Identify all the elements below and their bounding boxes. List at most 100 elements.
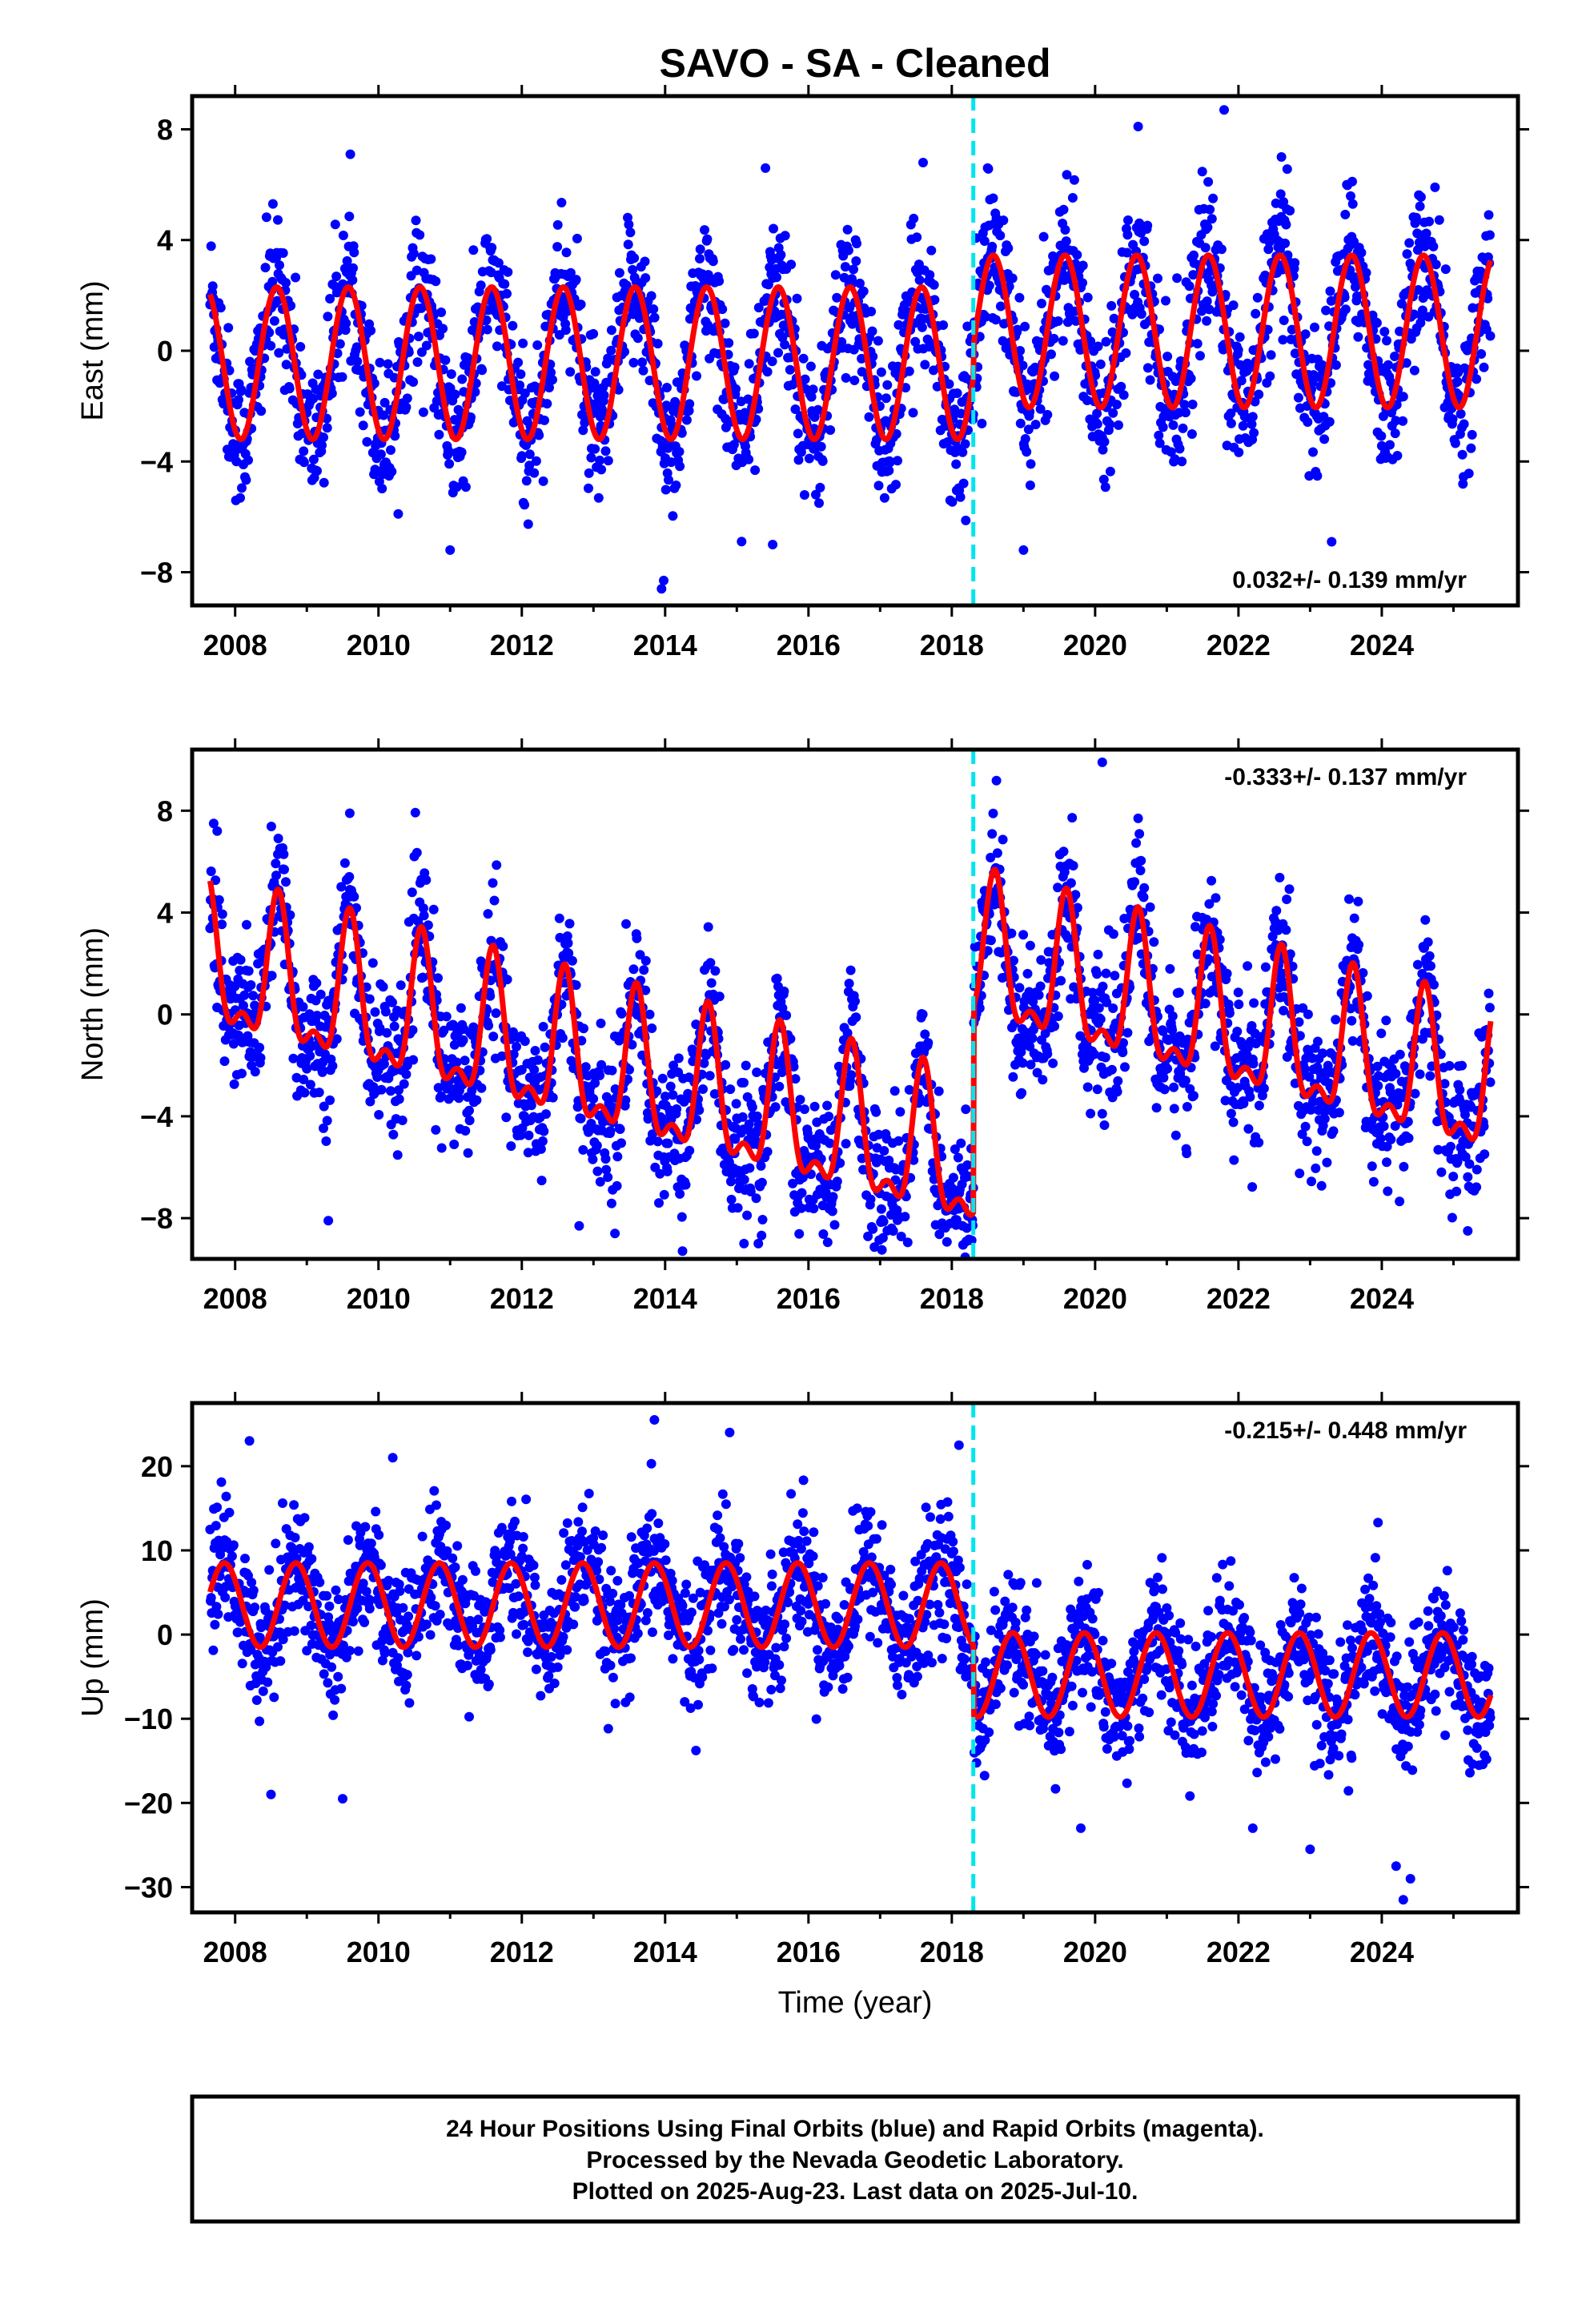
- east-point: [531, 456, 541, 466]
- north-point: [530, 1046, 540, 1055]
- north-point: [472, 1095, 482, 1105]
- north-x-tick-label: 2020: [1063, 1282, 1127, 1315]
- north-point: [1068, 861, 1078, 870]
- north-point: [752, 1068, 762, 1077]
- east-outlier-point: [768, 540, 778, 549]
- east-point: [1158, 422, 1168, 432]
- east-point: [1072, 250, 1082, 260]
- north-point: [214, 895, 224, 905]
- east-point: [1186, 373, 1196, 384]
- north-point: [596, 1018, 606, 1028]
- east-point: [640, 273, 651, 283]
- north-point: [1038, 1075, 1048, 1085]
- north-point: [942, 1236, 952, 1247]
- north-point: [1452, 1156, 1463, 1167]
- north-point: [1375, 1133, 1386, 1144]
- north-point: [1108, 1003, 1118, 1013]
- east-point: [1440, 264, 1451, 275]
- east-point: [628, 264, 638, 275]
- north-point: [506, 1141, 516, 1152]
- east-point: [386, 445, 396, 455]
- north-point: [731, 1099, 741, 1109]
- north-point: [331, 1034, 342, 1044]
- north-point: [1395, 1196, 1405, 1207]
- north-point: [1368, 1176, 1379, 1187]
- east-point: [866, 307, 877, 316]
- north-point: [433, 973, 443, 983]
- east-point: [652, 339, 663, 349]
- east-point: [1078, 260, 1088, 271]
- east-point: [847, 274, 857, 284]
- east-point: [408, 248, 419, 259]
- east-point: [521, 476, 532, 486]
- east-point: [1251, 308, 1261, 319]
- north-point: [953, 1152, 963, 1163]
- east-point: [1285, 206, 1295, 216]
- north-point: [578, 1144, 588, 1155]
- north-point: [1395, 1049, 1405, 1059]
- north-point: [1008, 1072, 1018, 1082]
- north-point: [621, 919, 631, 929]
- north-point: [1412, 959, 1423, 970]
- east-point: [851, 256, 861, 266]
- north-point: [567, 955, 577, 966]
- east-point: [1250, 396, 1260, 407]
- east-point: [640, 256, 650, 267]
- east-point: [1007, 273, 1018, 283]
- east-point: [1398, 416, 1408, 426]
- north-point: [752, 1111, 762, 1121]
- north-point: [1139, 883, 1150, 893]
- north-point: [1271, 906, 1282, 916]
- north-point: [703, 922, 713, 932]
- north-point: [423, 920, 433, 931]
- east-point: [493, 258, 504, 268]
- east-point: [578, 425, 588, 436]
- north-point: [588, 1094, 599, 1104]
- north-point: [408, 1025, 418, 1035]
- north-point: [1436, 1167, 1447, 1177]
- east-point: [560, 325, 571, 336]
- north-point: [298, 1002, 308, 1012]
- up-point: [233, 1627, 243, 1638]
- east-point: [1319, 434, 1330, 444]
- east-point: [390, 431, 400, 441]
- east-point: [692, 371, 701, 381]
- east-point: [962, 321, 973, 332]
- east-point: [858, 286, 869, 296]
- east-point: [482, 324, 492, 335]
- north-point: [962, 1160, 973, 1170]
- north-point: [1298, 1003, 1308, 1013]
- north-point: [956, 1138, 966, 1148]
- north-point: [524, 1130, 534, 1140]
- north-point: [1444, 1060, 1455, 1071]
- north-point: [605, 1126, 616, 1136]
- north-point: [1087, 987, 1098, 998]
- north-point: [1249, 998, 1259, 1008]
- east-point: [319, 432, 328, 443]
- east-point: [1450, 438, 1460, 448]
- north-point: [1425, 1071, 1435, 1081]
- north-point: [681, 1180, 691, 1190]
- north-point: [1092, 1084, 1102, 1095]
- north-point: [299, 1075, 309, 1084]
- east-point: [1177, 456, 1187, 467]
- east-point: [266, 340, 276, 351]
- east-point: [1249, 428, 1259, 438]
- east-point: [1303, 417, 1313, 427]
- east-point: [1484, 230, 1495, 240]
- east-point: [1142, 363, 1153, 373]
- north-point: [669, 1060, 679, 1071]
- east-point: [958, 447, 968, 457]
- north-point: [344, 871, 355, 882]
- east-point: [855, 278, 865, 288]
- north-point: [640, 955, 651, 966]
- up-point: [227, 1551, 237, 1562]
- north-point: [1233, 1083, 1243, 1093]
- north-point: [273, 834, 283, 843]
- north-point: [436, 1143, 447, 1153]
- north-point: [1099, 1120, 1110, 1130]
- east-point: [1142, 220, 1153, 231]
- north-y-tick-label: 8: [157, 794, 173, 827]
- north-point: [1248, 1059, 1259, 1069]
- north-point: [431, 1124, 441, 1135]
